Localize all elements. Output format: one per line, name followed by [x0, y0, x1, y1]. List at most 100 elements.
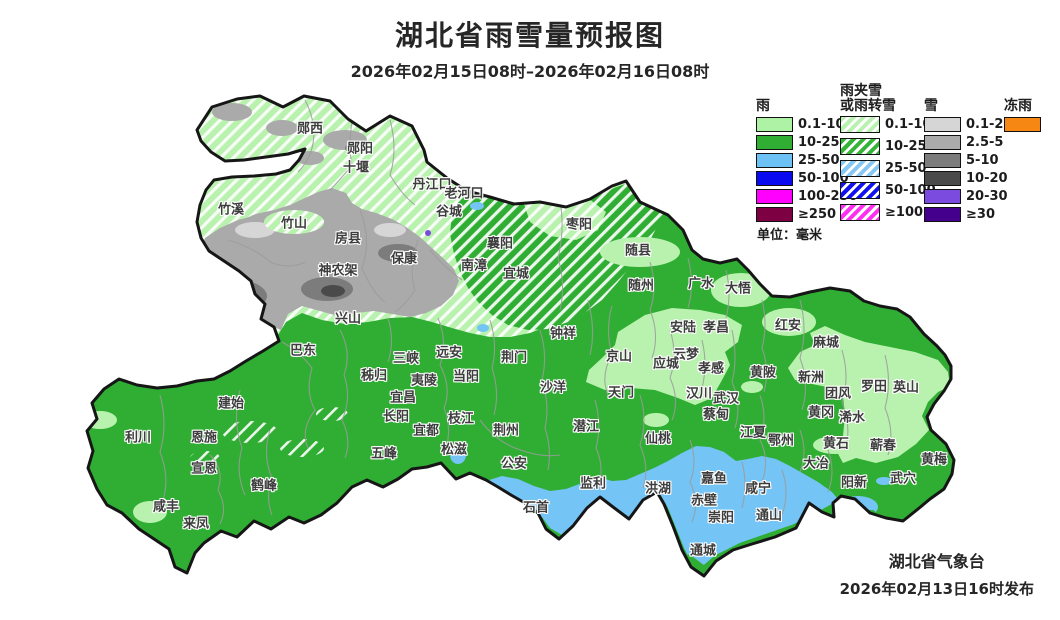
legend-range-label: 10-20 [966, 170, 1008, 186]
legend-range-label: 5-10 [966, 152, 999, 168]
region-rain-01-10-xiantao [643, 413, 669, 427]
region-snow-20-30-dot [425, 230, 431, 236]
region-snow-10-20-blob [182, 287, 234, 309]
legend-swatch [924, 134, 961, 150]
legend-swatch [924, 152, 961, 168]
region-rain-01-10-suixian [600, 237, 680, 267]
lake [470, 202, 484, 210]
region-snow-01-25-patch [235, 222, 275, 238]
region-rain-01-10-east [788, 326, 950, 463]
legend-item: ≥100 [840, 204, 924, 221]
legend-column: 雪 0.1-2.5 2.5-5 5-10 10-20 20-30 ≥30 [924, 82, 1017, 227]
legend-swatch [840, 160, 880, 177]
legend-swatch [924, 188, 961, 204]
page-title: 湖北省雨雪量预报图 [394, 19, 665, 52]
legend-range-label: 25-50 [885, 161, 927, 176]
legend-swatch [840, 116, 880, 133]
legend-swatch [924, 116, 961, 132]
lake [450, 446, 466, 464]
region-rain-01-10-xianfeng [133, 501, 167, 523]
region-snow-25-5-arm [266, 120, 298, 136]
legend-range-label: 0.1-10 [798, 116, 845, 132]
legend-range-label: 20-30 [966, 188, 1008, 204]
region-snow-25-5-arm [212, 103, 252, 121]
legend-swatch [756, 152, 793, 168]
legend-item: 25-50 [756, 152, 840, 168]
region-snow-01-25-patch [374, 223, 406, 237]
legend-column-title: 雨 [756, 98, 770, 114]
legend-item: 10-25 [840, 138, 927, 155]
legend-range-label: 50-100 [798, 170, 849, 186]
page-subtitle: 2026年02月15日08时–2026年02月16日08时 [350, 62, 710, 81]
legend-swatch [1004, 116, 1041, 132]
region-sleet-01-10-zhushan [264, 210, 324, 234]
legend-range-label: ≥30 [966, 206, 995, 222]
region-sleet-01-10-zhuxi [205, 198, 257, 220]
legend-swatch [756, 206, 793, 222]
legend-item: 10-20 [924, 170, 1008, 186]
issuing-agency: 湖北省气象台 [888, 552, 985, 571]
region-snow-5-10-arm [345, 143, 365, 153]
legend-item: 50-100 [840, 182, 936, 199]
legend-item: 0.1-2.5 [924, 116, 1017, 132]
legend-item: 5-10 [924, 152, 1004, 168]
legend-range-label: 25-50 [798, 152, 840, 168]
legend-swatch [840, 182, 880, 199]
legend-item: 20-30 [924, 188, 1008, 204]
legend-column-title: 冻雨 [1004, 98, 1032, 114]
legend-range-label: 50-100 [885, 183, 936, 198]
legend-item: 0.1-10 [840, 116, 932, 133]
legend-range-label: 10-25 [798, 134, 840, 150]
legend-range-label: ≥100 [885, 205, 924, 220]
legend-item: ≥250 [756, 206, 840, 222]
footer: 湖北省气象台 2026年02月13日16时发布 [840, 548, 1034, 599]
legend-range-label: ≥250 [798, 206, 837, 222]
region-sleet-10-25-xiangyang [450, 183, 664, 330]
legend-swatch [924, 206, 961, 222]
region-rain-01-10-central [586, 308, 742, 405]
region-sleet-overlay-sw [190, 451, 220, 465]
legend-item: 50-100 [756, 170, 849, 186]
legend-column-title: 雨夹雪 或雨转雪 [840, 83, 896, 114]
issue-time: 2026年02月13日16时发布 [839, 580, 1034, 598]
region-snow-5-10-blob [378, 244, 418, 262]
region-snow-10-20-blob [321, 285, 345, 297]
legend-swatch [840, 204, 880, 221]
legend-item: 10-25 [756, 134, 840, 150]
region-sleet-overlay-sw [280, 439, 324, 457]
lake [477, 324, 489, 332]
legend-range-label: 2.5-5 [966, 134, 1004, 150]
region-sleet-overlay-sw [222, 421, 278, 443]
legend-item: 2.5-5 [924, 134, 1004, 150]
region-rain-01-10-huangshi [813, 436, 857, 454]
legend-item: 100-250 [756, 188, 858, 204]
legend-column: 雨 0.1-10 10-25 25-50 50-100 100-250 ≥250 [756, 82, 858, 227]
legend-item: 25-50 [840, 160, 927, 177]
region-sleet-overlay-sw [316, 407, 348, 421]
legend-item [1004, 116, 1060, 132]
region-rain-01-10-wuhan [741, 381, 763, 393]
legend-swatch [756, 134, 793, 150]
legend-column-title: 雪 [924, 98, 938, 114]
legend-swatch [756, 170, 793, 186]
lake [926, 533, 950, 543]
lake [876, 477, 892, 485]
legend-item: 0.1-10 [756, 116, 845, 132]
legend-swatch [924, 170, 961, 186]
legend-item: ≥30 [924, 206, 1004, 222]
legend-swatch [756, 116, 793, 132]
unit-label: 单位：毫米 [757, 228, 823, 243]
legend-range-label: 0.1-10 [885, 117, 932, 132]
legend-column: 雨夹雪 或雨转雪 0.1-10 10-25 25-50 50-100 ≥100 [840, 82, 936, 227]
legend-column: 冻雨 [1004, 82, 1060, 227]
region-rain-01-10-hongan [762, 308, 816, 336]
county-borders [159, 99, 892, 525]
province-outline [85, 94, 956, 578]
legend: 雨 0.1-10 10-25 25-50 50-100 100-250 ≥250 雨夹雪 或雨转… [756, 82, 1060, 227]
legend-swatch [756, 188, 793, 204]
region-rain-01-10-lichuan [87, 411, 117, 429]
legend-range-label: 10-25 [885, 139, 927, 154]
legend-swatch [840, 138, 880, 155]
